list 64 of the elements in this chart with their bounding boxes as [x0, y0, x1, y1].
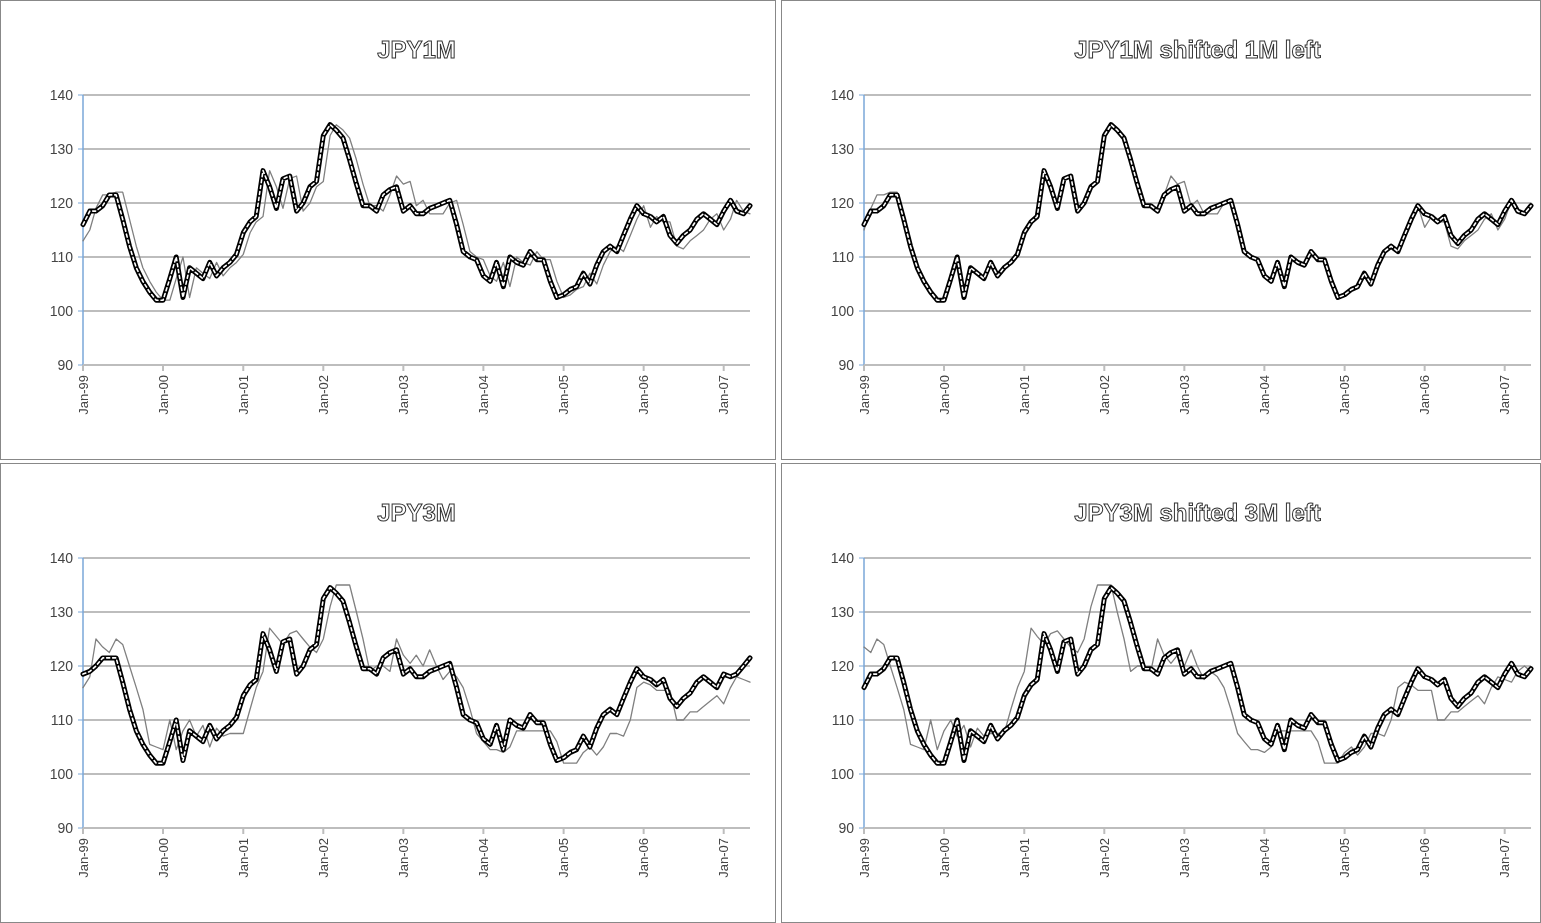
- x-tick-label: Jan-06: [636, 375, 652, 415]
- y-tick-label: 100: [830, 302, 855, 319]
- x-tick-label: Jan-03: [395, 375, 411, 415]
- y-tick-label: 110: [831, 711, 855, 728]
- x-tick-label: Jan-00: [936, 375, 952, 415]
- y-tick-label: 100: [830, 765, 855, 782]
- x-tick-label: Jan-99: [75, 838, 91, 878]
- x-tick-label: Jan-01: [1016, 375, 1032, 415]
- y-tick-label: 130: [830, 603, 855, 620]
- x-tick-label: Jan-01: [235, 375, 251, 415]
- x-tick-label: Jan-06: [1417, 838, 1433, 878]
- x-tick-label: Jan-03: [1176, 375, 1192, 415]
- y-tick-label: 120: [830, 194, 855, 211]
- x-tick-label: Jan-99: [856, 838, 872, 878]
- x-tick-label: Jan-00: [155, 375, 171, 415]
- x-tick-label: Jan-02: [1096, 838, 1112, 878]
- x-tick-label: Jan-03: [395, 838, 411, 878]
- x-tick-label: Jan-02: [315, 375, 331, 415]
- x-tick-label: Jan-01: [235, 838, 251, 878]
- x-tick-label: Jan-04: [1256, 838, 1272, 878]
- y-tick-label: 120: [49, 657, 74, 674]
- y-tick-label: 100: [49, 302, 74, 319]
- y-tick-label: 110: [50, 248, 74, 265]
- x-tick-label: Jan-04: [475, 375, 491, 415]
- y-tick-label: 90: [57, 356, 74, 373]
- x-tick-label: Jan-07: [1497, 375, 1513, 415]
- chart-title: JPY1M: [377, 36, 456, 63]
- y-tick-label: 90: [838, 356, 855, 373]
- x-tick-label: Jan-03: [1176, 838, 1192, 878]
- x-tick-label: Jan-99: [75, 375, 91, 415]
- x-tick-label: Jan-06: [636, 838, 652, 878]
- y-tick-label: 110: [50, 711, 74, 728]
- x-tick-label: Jan-01: [1016, 838, 1032, 878]
- y-tick-label: 100: [49, 765, 74, 782]
- x-tick-label: Jan-05: [1337, 838, 1353, 878]
- x-tick-label: Jan-07: [716, 838, 732, 878]
- x-tick-label: Jan-07: [1497, 838, 1513, 878]
- y-tick-label: 90: [838, 819, 855, 836]
- x-tick-label: Jan-99: [856, 375, 872, 415]
- x-tick-label: Jan-07: [716, 375, 732, 415]
- x-tick-label: Jan-05: [556, 838, 572, 878]
- y-tick-label: 140: [49, 549, 74, 566]
- y-tick-label: 120: [49, 194, 74, 211]
- x-tick-label: Jan-06: [1417, 375, 1433, 415]
- x-tick-label: Jan-05: [1337, 375, 1353, 415]
- y-tick-label: 120: [830, 657, 855, 674]
- x-tick-label: Jan-02: [1096, 375, 1112, 415]
- x-tick-label: Jan-00: [936, 838, 952, 878]
- y-tick-label: 140: [830, 549, 855, 566]
- chart-title: JPY3M: [377, 499, 456, 526]
- x-tick-label: Jan-05: [556, 375, 572, 415]
- y-tick-label: 130: [49, 603, 74, 620]
- x-tick-label: Jan-00: [155, 838, 171, 878]
- chart-title: JPY1M shifted 1M left: [1074, 36, 1321, 63]
- x-tick-label: Jan-04: [475, 838, 491, 878]
- y-tick-label: 140: [49, 86, 74, 103]
- chart-title: JPY3M shifted 3M left: [1074, 499, 1321, 526]
- y-tick-label: 130: [49, 140, 74, 157]
- y-tick-label: 130: [830, 140, 855, 157]
- y-tick-label: 140: [830, 86, 855, 103]
- x-tick-label: Jan-02: [315, 838, 331, 878]
- x-tick-label: Jan-04: [1256, 375, 1272, 415]
- y-tick-label: 90: [57, 819, 74, 836]
- y-tick-label: 110: [831, 248, 855, 265]
